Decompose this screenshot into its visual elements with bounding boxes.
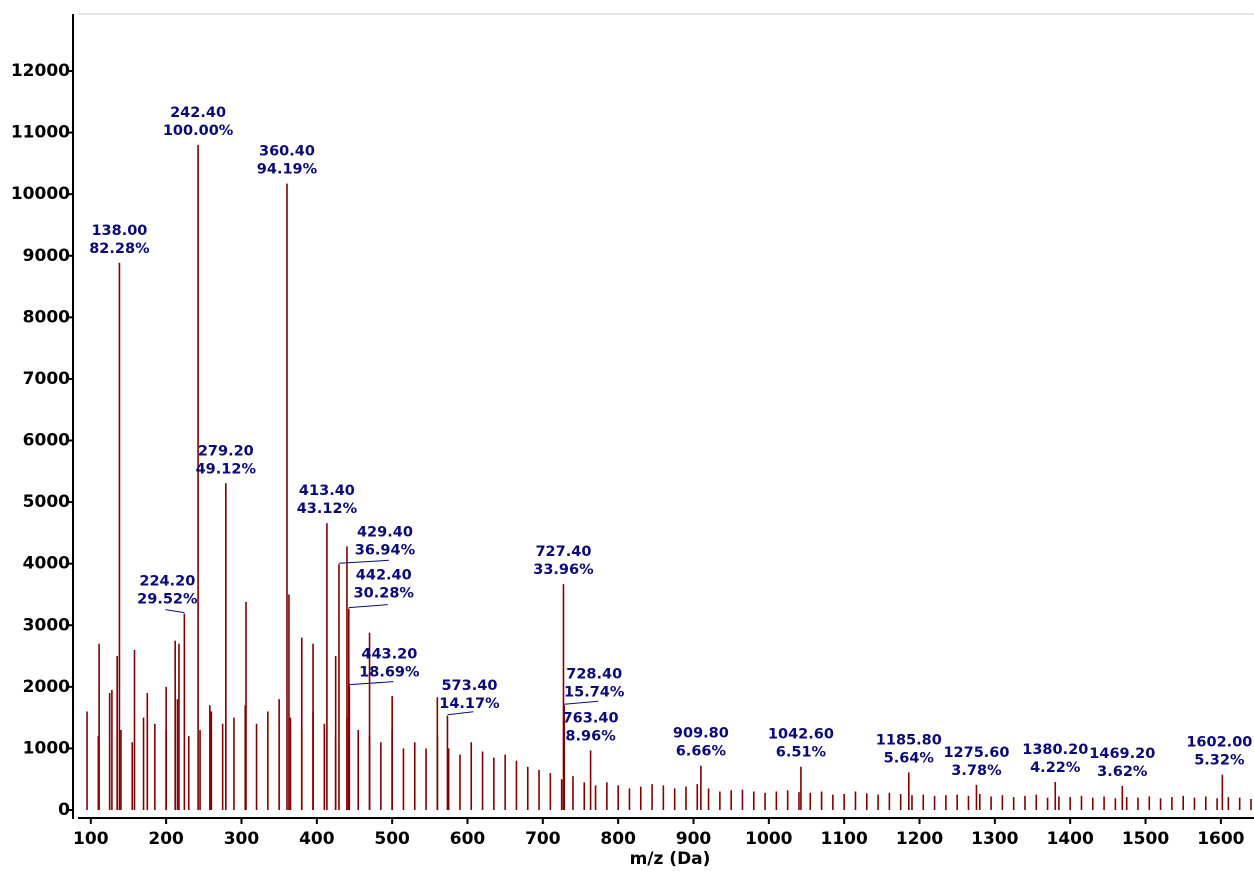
y-tick-label: 10000	[11, 184, 70, 204]
y-tick-label: 8000	[23, 307, 70, 327]
peak-percent-label: 6.51%	[776, 745, 827, 761]
peak-percent-label: 49.12%	[196, 461, 257, 477]
peak-percent-label: 100.00%	[163, 123, 234, 139]
peak-percent-label: 15.74%	[564, 684, 625, 700]
peak-mz-label: 573.40	[441, 678, 497, 694]
y-tick-label: 6000	[23, 431, 70, 451]
x-tick-label: 1200	[896, 829, 943, 849]
y-tick-label: 11000	[11, 123, 70, 143]
peak-percent-label: 3.78%	[951, 763, 1002, 779]
y-tick-label: 9000	[23, 246, 70, 266]
y-tick-label: 5000	[23, 492, 70, 512]
peak-percent-label: 5.64%	[884, 750, 935, 766]
y-tick-label: 12000	[11, 61, 70, 81]
x-tick-label: 100	[73, 829, 109, 849]
x-tick-label: 1600	[1197, 829, 1244, 849]
peak-mz-label: 1602.00	[1186, 735, 1252, 751]
peak-mz-label: 279.20	[198, 443, 254, 459]
x-tick-label: 900	[676, 829, 712, 849]
peak-percent-label: 8.96%	[565, 728, 616, 744]
peak-percent-label: 33.96%	[533, 562, 594, 578]
peak-percent-label: 5.32%	[1194, 753, 1245, 769]
y-tick-label: 3000	[23, 615, 70, 635]
x-tick-label: 700	[525, 829, 561, 849]
x-tick-label: 1000	[745, 829, 792, 849]
leader-line	[564, 700, 599, 705]
x-tick-label: 300	[224, 829, 260, 849]
y-tick-label: 4000	[23, 554, 70, 574]
x-axis-label: m/z (Da)	[630, 849, 711, 869]
leader-line	[447, 711, 474, 716]
x-tick-label: 1300	[971, 829, 1018, 849]
leader-line	[165, 609, 185, 614]
x-tick-label: 600	[450, 829, 486, 849]
peak-mz-label: 242.40	[170, 105, 226, 121]
peak-percent-label: 82.28%	[89, 241, 150, 257]
peak-mz-label: 413.40	[299, 483, 355, 499]
peak-mz-label: 443.20	[361, 647, 417, 663]
peak-mz-label: 1185.80	[876, 732, 942, 748]
peak-mz-label: 728.40	[566, 666, 622, 682]
peak-percent-label: 30.28%	[354, 586, 415, 602]
x-tick-label: 1100	[821, 829, 868, 849]
leader-line	[338, 559, 389, 564]
leader-line	[349, 681, 394, 686]
peak-percent-label: 14.17%	[439, 696, 500, 712]
peak-mz-label: 138.00	[91, 223, 147, 239]
peak-mz-label: 727.40	[535, 544, 591, 560]
y-tick-label: 1000	[23, 738, 70, 758]
peak-mz-label: 763.40	[563, 710, 619, 726]
x-tick-label: 1400	[1047, 829, 1094, 849]
peak-mz-label: 224.20	[139, 574, 195, 590]
peak-mz-label: 1469.20	[1089, 746, 1155, 762]
peak-percent-label: 4.22%	[1030, 760, 1081, 776]
peak-mz-label: 442.40	[356, 568, 412, 584]
peak-mz-label: 429.40	[357, 524, 413, 540]
peak-percent-label: 3.62%	[1097, 764, 1148, 780]
peak-mz-label: 1380.20	[1022, 742, 1088, 758]
peak-percent-label: 6.66%	[676, 744, 727, 760]
peak-percent-label: 36.94%	[355, 542, 416, 558]
peak-percent-label: 18.69%	[359, 665, 420, 681]
leader-line	[348, 604, 388, 609]
peak-mz-label: 1275.60	[943, 745, 1009, 761]
y-tick-label: 0	[58, 800, 70, 820]
x-tick-label: 500	[374, 829, 410, 849]
y-tick-label: 7000	[23, 369, 70, 389]
x-tick-label: 800	[600, 829, 636, 849]
y-tick-label: 2000	[23, 677, 70, 697]
peak-percent-label: 94.19%	[257, 162, 318, 178]
peak-mz-label: 909.80	[673, 726, 729, 742]
peak-mz-label: 360.40	[259, 144, 315, 160]
peak-percent-label: 43.12%	[297, 501, 358, 517]
x-tick-label: 1500	[1122, 829, 1169, 849]
x-tick-label: 400	[299, 829, 335, 849]
x-tick-label: 200	[148, 829, 184, 849]
peak-percent-label: 29.52%	[137, 592, 198, 608]
peak-mz-label: 1042.60	[768, 727, 834, 743]
